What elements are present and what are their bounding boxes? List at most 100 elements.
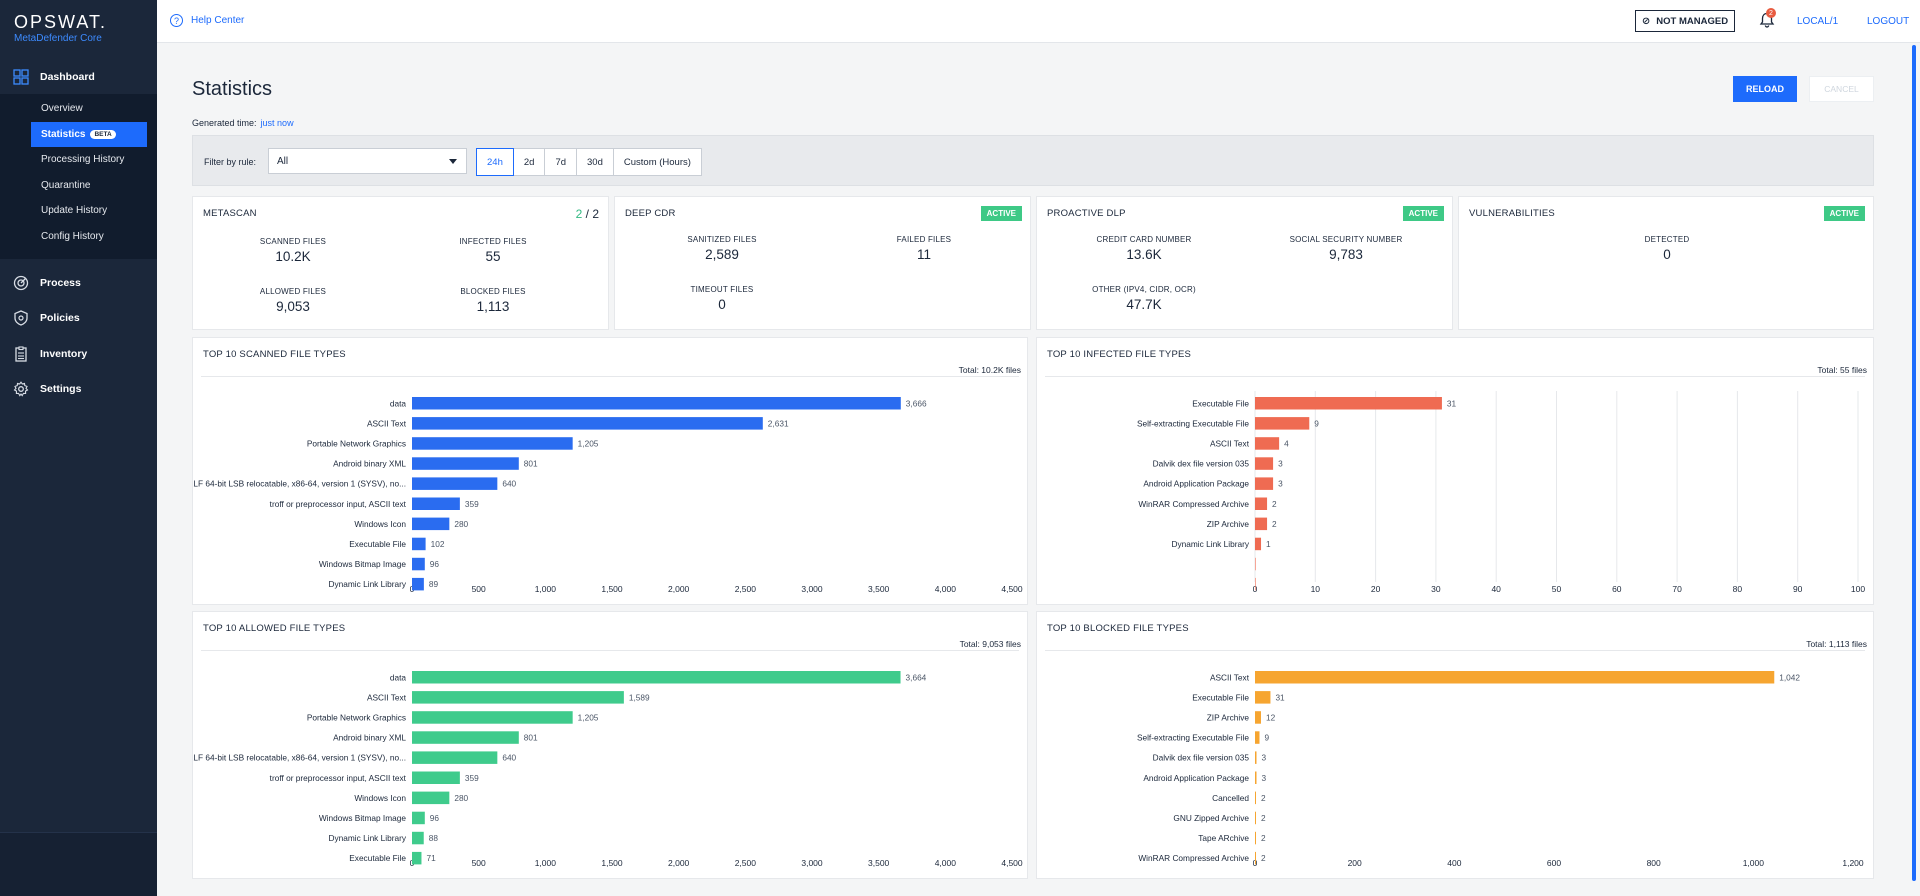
nav-process[interactable]: Process	[0, 265, 157, 301]
stat-allowed-files: ALLOWED FILES 9,053	[193, 287, 393, 314]
x-tick-label: 3,500	[868, 858, 890, 868]
category-label: Executable File	[1192, 692, 1249, 702]
x-tick-label: 70	[1672, 584, 1682, 594]
category-label: Self-extracting Executable File	[1137, 733, 1249, 743]
range-2d-button[interactable]: 2d	[512, 148, 546, 176]
category-label: Dynamic Link Library	[329, 579, 407, 589]
bar	[412, 477, 498, 490]
chart-title: TOP 10 SCANNED FILE TYPES	[203, 349, 346, 360]
x-tick-label: 100	[1851, 584, 1865, 594]
category-label: ASCII Text	[367, 418, 407, 428]
category-label: WinRAR Compressed Archive	[1138, 853, 1249, 863]
nav-policies-label: Policies	[40, 312, 80, 325]
logout-link[interactable]: LOGOUT	[1867, 16, 1910, 27]
category-label: Dynamic Link Library	[329, 833, 407, 843]
help-center-link[interactable]: ? Help Center	[170, 14, 244, 27]
category-label: Executable File	[1192, 398, 1249, 408]
top-allowed-chart: 05001,0001,5002,0002,5003,0003,5004,0004…	[193, 671, 1023, 868]
range-30d-button[interactable]: 30d	[576, 148, 614, 176]
category-label: Executable File	[349, 539, 406, 549]
bar	[412, 731, 519, 744]
rule-filter-select[interactable]: All	[268, 148, 467, 174]
nav-inventory[interactable]: Inventory	[0, 336, 157, 372]
status-badge: ACTIVE	[1823, 206, 1865, 221]
nav-policies[interactable]: Policies	[0, 301, 157, 337]
value-label: 71	[426, 853, 436, 863]
x-tick-label: 2,000	[668, 584, 690, 594]
product-name: MetaDefender Core	[14, 33, 102, 44]
stat-other-dlp: OTHER (IPV4, CIDR, OCR) 47.7K	[1044, 285, 1244, 312]
sidebar: OPSWAT. MetaDefender Core Dashboard Over…	[0, 0, 157, 896]
bar	[1255, 831, 1256, 845]
value-label: 102	[431, 539, 445, 549]
value-label: 801	[524, 733, 538, 743]
category-label: ZIP Archive	[1207, 519, 1250, 529]
category-label: Android binary XML	[333, 459, 406, 469]
x-tick-label: 200	[1348, 858, 1362, 868]
x-tick-label: 500	[472, 584, 486, 594]
nav-dashboard[interactable]: Dashboard	[0, 60, 157, 94]
top-allowed-chart-card: TOP 10 ALLOWED FILE TYPES Total: 9,053 f…	[192, 611, 1028, 879]
range-7d-button[interactable]: 7d	[544, 148, 578, 176]
x-tick-label: 30	[1431, 584, 1441, 594]
brand[interactable]: OPSWAT. MetaDefender Core	[0, 0, 157, 50]
category-label: troff or preprocessor input, ASCII text	[270, 499, 407, 509]
x-tick-label: 50	[1552, 584, 1562, 594]
value-label: 3	[1261, 773, 1266, 783]
nav-overview[interactable]: Overview	[41, 103, 83, 115]
x-tick-label: 3,000	[801, 858, 823, 868]
question-icon: ?	[170, 14, 183, 27]
range-24h-button[interactable]: 24h	[476, 148, 514, 176]
engine-ratio-sep: /	[582, 207, 593, 221]
nav-config-history[interactable]: Config History	[41, 230, 104, 242]
value-label: 3,666	[906, 398, 927, 408]
topbar: ? Help Center ⊘ NOT MANAGED 2 LOCAL/1 LO…	[157, 0, 1920, 43]
x-tick-label: 80	[1733, 584, 1743, 594]
bar	[1255, 811, 1256, 825]
x-tick-label: 4,500	[1001, 584, 1023, 594]
deep-cdr-card: DEEP CDR ACTIVE SANITIZED FILES 2,589 FA…	[614, 196, 1031, 330]
bar	[1255, 537, 1262, 551]
nav-update-history[interactable]: Update History	[41, 205, 108, 217]
value-label: 3,664	[906, 672, 927, 682]
inventory-icon	[12, 345, 30, 363]
nav-statistics[interactable]: Statistics BETA	[31, 121, 147, 147]
stat-value: 0	[1663, 247, 1671, 262]
value-label: 96	[430, 813, 440, 823]
user-link[interactable]: LOCAL/1	[1797, 16, 1839, 27]
x-tick-label: 4,000	[935, 858, 957, 868]
help-center-label: Help Center	[191, 15, 245, 26]
category-label: Cancelled	[1212, 793, 1249, 803]
x-tick-label: 800	[1647, 858, 1661, 868]
bar	[1255, 457, 1274, 470]
reload-button[interactable]: RELOAD	[1733, 76, 1797, 102]
x-tick-label: 10	[1311, 584, 1321, 594]
bar	[1255, 437, 1280, 450]
stat-label: SCANNED FILES	[259, 237, 327, 246]
nav-processing-history[interactable]: Processing History	[41, 154, 125, 166]
status-badge: ACTIVE	[980, 206, 1022, 221]
bar	[412, 831, 424, 845]
stat-value: 0	[718, 297, 726, 312]
page-scrollbar[interactable]	[1912, 45, 1916, 881]
nav-quarantine[interactable]: Quarantine	[41, 179, 91, 191]
x-tick-label: 400	[1447, 858, 1461, 868]
value-label: 280	[454, 793, 468, 803]
stat-sanitized-files: SANITIZED FILES 2,589	[622, 235, 822, 262]
bar	[1255, 851, 1256, 865]
bar	[412, 417, 763, 430]
category-label: ZIP Archive	[1207, 712, 1250, 722]
category-label: WinRAR Compressed Archive	[1138, 499, 1249, 509]
sidebar-footer	[0, 832, 157, 896]
bar	[412, 671, 901, 684]
not-managed-button[interactable]: ⊘ NOT MANAGED	[1635, 10, 1735, 32]
category-label: data	[390, 672, 407, 682]
category-label: Portable Network Graphics	[307, 438, 406, 448]
bar	[412, 751, 498, 764]
value-label: 2	[1272, 499, 1277, 509]
range-custom-button[interactable]: Custom (Hours)	[612, 148, 702, 176]
cancel-button[interactable]: CANCEL	[1809, 76, 1874, 102]
time-range-group: 24h 2d 7d 30d Custom (Hours)	[476, 148, 702, 176]
stat-value: 11	[916, 247, 931, 262]
nav-settings[interactable]: Settings	[0, 372, 157, 408]
